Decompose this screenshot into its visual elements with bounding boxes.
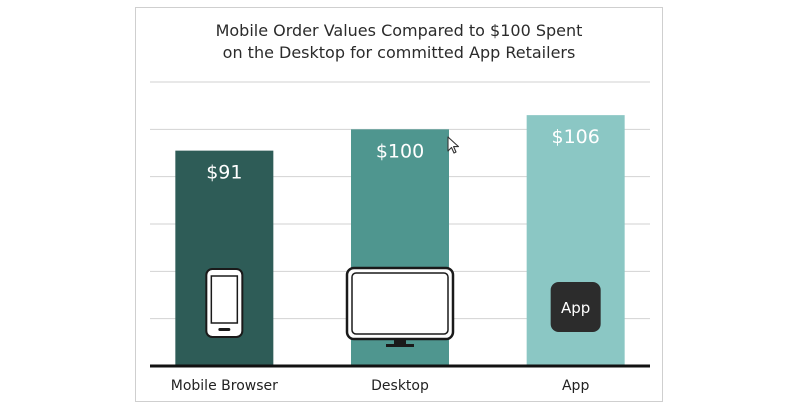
monitor-neck <box>394 339 406 344</box>
chart-title-line-2: on the Desktop for committed App Retaile… <box>222 43 576 62</box>
data-label-desktop: $100 <box>376 140 424 162</box>
tick-label-mobile-browser: Mobile Browser <box>171 378 278 394</box>
data-label-app: $106 <box>551 126 599 148</box>
tick-label-app: App <box>562 378 589 394</box>
desktop-monitor-icon <box>345 266 455 347</box>
chart-title: Mobile Order Values Compared to $100 Spe… <box>135 20 663 64</box>
data-labels: $91 $100 $106 <box>206 126 600 184</box>
category-icons: App <box>205 266 601 347</box>
chart-title-line-1: Mobile Order Values Compared to $100 Spe… <box>215 21 583 40</box>
data-label-mobile-browser: $91 <box>206 162 242 184</box>
x-axis-tick-labels: Mobile Browser Desktop App <box>171 378 590 394</box>
phone-screen <box>210 275 239 324</box>
tick-label-desktop: Desktop <box>371 378 429 394</box>
mouse-pointer-icon <box>447 136 460 154</box>
app-tile <box>550 282 601 332</box>
app-icon-label: App <box>561 299 590 317</box>
monitor-stand <box>386 344 414 347</box>
smartphone-icon <box>205 268 244 338</box>
app-icon: App <box>550 282 601 332</box>
phone-home-button <box>218 328 231 331</box>
monitor-screen <box>351 272 449 335</box>
